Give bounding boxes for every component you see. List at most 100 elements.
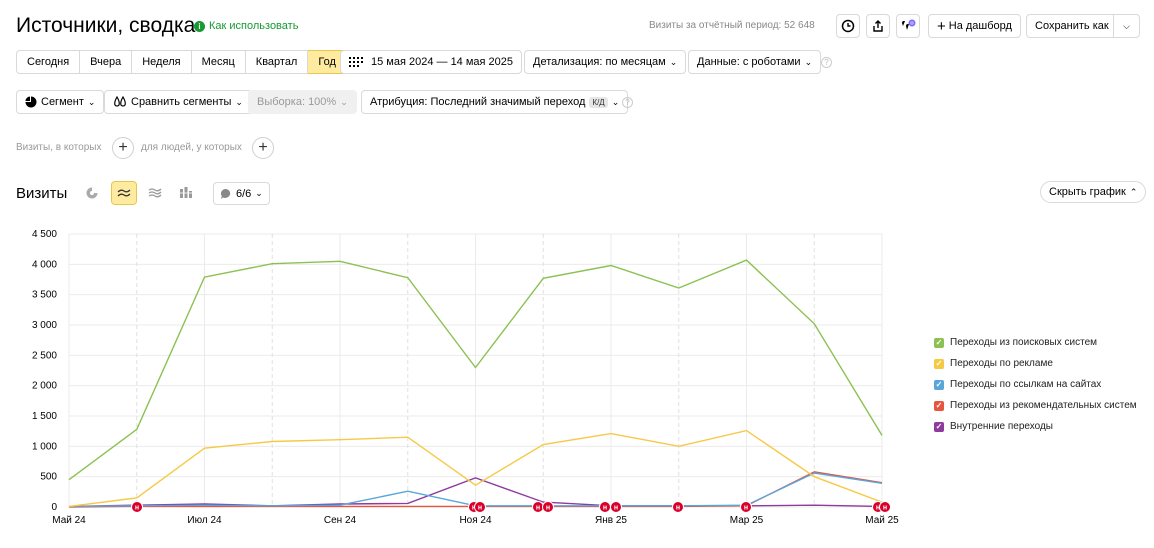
chevron-down-icon: ⌄ bbox=[804, 56, 813, 67]
annotation-marker[interactable]: н bbox=[542, 501, 554, 513]
area-view-button[interactable] bbox=[142, 181, 168, 205]
period-yesterday[interactable]: Вчера bbox=[80, 50, 133, 74]
sample-label: Выборка: 100% bbox=[257, 96, 337, 108]
annotation-marker[interactable]: н bbox=[879, 501, 891, 513]
checkbox-icon[interactable]: ✓ bbox=[934, 421, 944, 432]
y-tick-label: 3 500 bbox=[32, 290, 57, 301]
legend-item[interactable]: ✓ Переходы по ссылкам на сайтах bbox=[934, 374, 1137, 395]
x-tick-label: Янв 25 bbox=[595, 515, 627, 526]
legend-item[interactable]: ✓ Переходы из рекомендательных систем bbox=[934, 395, 1137, 416]
annotation-marker[interactable]: н bbox=[532, 501, 544, 513]
export-button[interactable] bbox=[866, 14, 890, 38]
x-tick-label: Сен 24 bbox=[324, 515, 357, 526]
date-range-label: 15 мая 2024 — 14 мая 2025 bbox=[371, 56, 514, 68]
compare-segments-dropdown[interactable]: Сравнить сегменты ⌄ bbox=[104, 90, 252, 114]
bar-view-button[interactable] bbox=[173, 181, 199, 205]
detail-dropdown[interactable]: Детализация: по месяцам ⌄ bbox=[524, 50, 687, 74]
legend-item[interactable]: ✓ Переходы из поисковых систем bbox=[934, 332, 1137, 353]
svg-text:н: н bbox=[614, 505, 618, 512]
annotation-marker[interactable]: н bbox=[610, 501, 622, 513]
compare-label: Сравнить сегменты bbox=[131, 96, 232, 108]
x-tick-label: Май 24 bbox=[52, 515, 86, 526]
annotation-marker[interactable]: н bbox=[740, 501, 752, 513]
annotation-marker[interactable]: н bbox=[131, 501, 143, 513]
svg-text:н: н bbox=[676, 505, 680, 512]
y-tick-label: 0 bbox=[51, 502, 57, 513]
comment-icon bbox=[220, 188, 231, 199]
period-month[interactable]: Месяц bbox=[191, 50, 246, 74]
help-icon[interactable]: ? bbox=[622, 97, 633, 108]
hide-chart-button[interactable]: Скрыть график ⌃ bbox=[1040, 181, 1147, 203]
attribution-dropdown[interactable]: Атрибуция: Последний значимый переход К/… bbox=[361, 90, 629, 114]
assistant-icon bbox=[902, 19, 916, 30]
chevron-down-icon: ⌵ bbox=[1123, 20, 1130, 31]
history-button[interactable] bbox=[836, 14, 860, 38]
area-chart-icon bbox=[148, 188, 162, 198]
line-view-button[interactable] bbox=[111, 181, 137, 205]
bar-chart-icon bbox=[180, 187, 192, 198]
save-as-button[interactable]: Сохранить как bbox=[1026, 14, 1114, 38]
line-chart-icon bbox=[117, 189, 131, 197]
svg-text:н: н bbox=[603, 505, 607, 512]
annotation-marker[interactable]: н bbox=[599, 501, 611, 513]
y-tick-label: 2 000 bbox=[32, 381, 57, 392]
add-people-filter-button[interactable]: + bbox=[252, 137, 274, 159]
legend-label: Переходы по ссылкам на сайтах bbox=[950, 379, 1102, 390]
chart-grid bbox=[68, 233, 883, 508]
howto-link[interactable]: i Как использовать bbox=[194, 20, 298, 32]
pie-icon bbox=[25, 96, 37, 108]
checkbox-icon[interactable]: ✓ bbox=[934, 400, 944, 411]
x-tick-label: Июл 24 bbox=[187, 515, 222, 526]
legend-item[interactable]: ✓ Внутренние переходы bbox=[934, 416, 1137, 437]
add-visit-filter-button[interactable]: + bbox=[112, 137, 134, 159]
people-filter-label: для людей, у которых bbox=[141, 142, 242, 153]
add-to-dashboard-button[interactable]: + На дашборд bbox=[928, 14, 1021, 38]
series-selector[interactable]: 6/6 ⌄ bbox=[213, 182, 270, 205]
plus-icon: + bbox=[118, 139, 128, 156]
x-tick-label: Ноя 24 bbox=[459, 515, 492, 526]
legend-label: Переходы из рекомендательных систем bbox=[950, 400, 1137, 411]
checkbox-icon[interactable]: ✓ bbox=[934, 337, 944, 348]
segment-label: Сегмент bbox=[41, 96, 84, 108]
y-tick-label: 500 bbox=[40, 472, 57, 483]
annotation-marker[interactable]: н bbox=[672, 501, 684, 513]
svg-text:н: н bbox=[883, 505, 887, 512]
attribution-label: Атрибуция: Последний значимый переход bbox=[370, 96, 586, 108]
add-dashboard-label: На дашборд bbox=[948, 20, 1012, 32]
chevron-down-icon: ⌄ bbox=[87, 96, 96, 107]
annotation-marker[interactable]: н bbox=[474, 501, 486, 513]
page-title: Источники, сводка bbox=[16, 14, 196, 37]
hide-chart-label: Скрыть график bbox=[1049, 186, 1126, 198]
period-week[interactable]: Неделя bbox=[132, 50, 192, 74]
clock-icon bbox=[841, 19, 855, 33]
x-tick-label: Май 25 bbox=[865, 515, 899, 526]
visits-period-total: Визиты за отчётный период: 52 648 bbox=[649, 20, 815, 31]
date-range-picker[interactable]: 15 мая 2024 — 14 мая 2025 bbox=[340, 50, 523, 74]
info-icon: i bbox=[194, 20, 205, 32]
svg-text:н: н bbox=[135, 505, 139, 512]
howto-label: Как использовать bbox=[209, 20, 299, 32]
period-quarter[interactable]: Квартал bbox=[245, 50, 309, 74]
data-label: Данные: с роботами bbox=[697, 56, 801, 68]
checkbox-icon[interactable]: ✓ bbox=[934, 379, 944, 390]
chevron-down-icon: ⌄ bbox=[669, 56, 678, 67]
assistant-button[interactable] bbox=[896, 14, 920, 38]
help-icon[interactable]: ? bbox=[821, 57, 832, 68]
series-count: 6/6 bbox=[236, 187, 252, 200]
chart-title: Визиты bbox=[16, 185, 68, 202]
data-dropdown[interactable]: Данные: с роботами ⌄ bbox=[688, 50, 822, 74]
sample-dropdown: Выборка: 100% ⌄ bbox=[248, 90, 357, 114]
legend-item[interactable]: ✓ Переходы по рекламе bbox=[934, 353, 1137, 374]
y-tick-label: 1 000 bbox=[32, 441, 57, 452]
checkbox-icon[interactable]: ✓ bbox=[934, 358, 944, 369]
share-icon bbox=[873, 20, 883, 32]
visits-filter-label: Визиты, в которых bbox=[16, 142, 102, 153]
legend-label: Переходы по рекламе bbox=[950, 358, 1053, 369]
chevron-down-icon: ⌄ bbox=[611, 96, 620, 107]
segment-dropdown[interactable]: Сегмент ⌄ bbox=[16, 90, 105, 114]
chart-legend: ✓ Переходы из поисковых систем ✓ Переходы п… bbox=[934, 332, 1137, 437]
period-today[interactable]: Сегодня bbox=[16, 50, 81, 74]
save-as-dropdown[interactable]: ⌵ bbox=[1113, 14, 1140, 38]
pie-view-button[interactable] bbox=[79, 181, 105, 205]
